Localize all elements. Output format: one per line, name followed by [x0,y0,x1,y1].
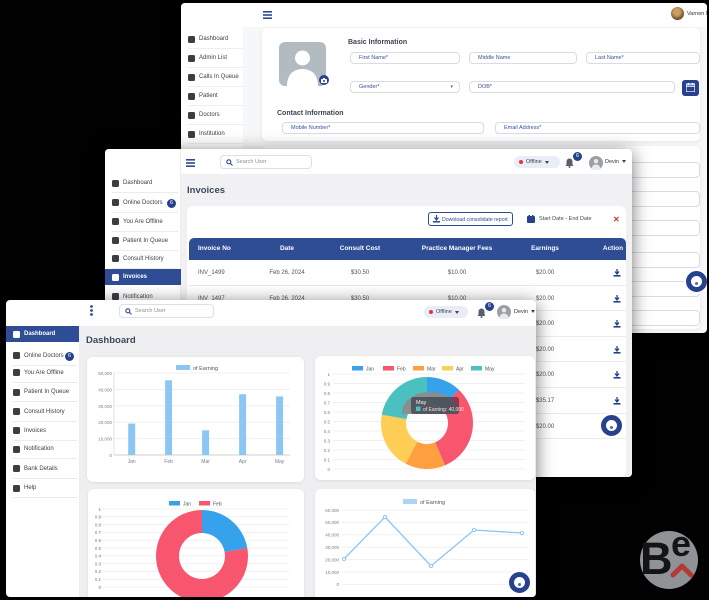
svg-text:60,000: 60,000 [325,508,339,513]
svg-text:40,000: 40,000 [325,533,339,538]
svg-text:0: 0 [327,467,330,472]
svg-text:0.8: 0.8 [95,522,102,527]
svg-text:1: 1 [327,372,330,377]
svg-text:Jan: Jan [183,502,191,508]
svg-text:0.2: 0.2 [95,569,102,574]
svg-text:0.2: 0.2 [324,448,331,453]
svg-text:30,000: 30,000 [325,545,339,550]
svg-text:Feb: Feb [213,502,222,508]
svg-text:50,000: 50,000 [325,520,339,525]
svg-text:0.4: 0.4 [324,429,331,434]
svg-text:Jan: Jan [128,459,136,465]
svg-text:0.8: 0.8 [324,391,331,396]
svg-text:May: May [485,367,495,373]
svg-text:40,000: 40,000 [98,387,112,392]
svg-text:of Earning: of Earning [193,366,218,372]
svg-text:0.1: 0.1 [324,457,331,462]
svg-text:0.7: 0.7 [95,530,102,535]
svg-text:0.1: 0.1 [95,577,102,582]
svg-text:30,000: 30,000 [98,404,112,409]
svg-text:1: 1 [98,507,101,512]
svg-text:Apr: Apr [239,459,247,465]
svg-text:Mar: Mar [201,459,210,465]
svg-text:Feb: Feb [397,367,406,373]
svg-text:of Earning: 40,000: of Earning: 40,000 [423,407,464,413]
svg-text:Mar: Mar [427,367,436,373]
svg-text:0.5: 0.5 [95,546,102,551]
svg-text:Apr: Apr [456,367,464,373]
svg-text:0.9: 0.9 [95,515,102,520]
svg-text:May: May [275,459,285,465]
svg-text:0.3: 0.3 [324,438,331,443]
svg-text:May: May [416,400,427,406]
svg-text:0.6: 0.6 [95,538,102,543]
svg-text:0.3: 0.3 [95,561,102,566]
svg-text:10,000: 10,000 [98,437,112,442]
svg-text:Jan: Jan [366,367,374,373]
svg-text:0.7: 0.7 [324,400,331,405]
svg-text:0.5: 0.5 [324,419,331,424]
svg-text:20,000: 20,000 [325,557,339,562]
svg-text:0: 0 [336,582,339,587]
svg-text:0.6: 0.6 [324,410,331,415]
svg-text:10,000: 10,000 [325,570,339,575]
svg-text:0: 0 [98,585,101,590]
svg-text:of Earning: of Earning [420,500,445,506]
svg-text:0: 0 [109,453,112,458]
svg-text:0.4: 0.4 [95,554,102,559]
svg-text:Feb: Feb [164,459,173,465]
svg-text:20,000: 20,000 [98,420,112,425]
svg-text:0.9: 0.9 [324,381,331,386]
svg-text:50,000: 50,000 [98,371,112,376]
